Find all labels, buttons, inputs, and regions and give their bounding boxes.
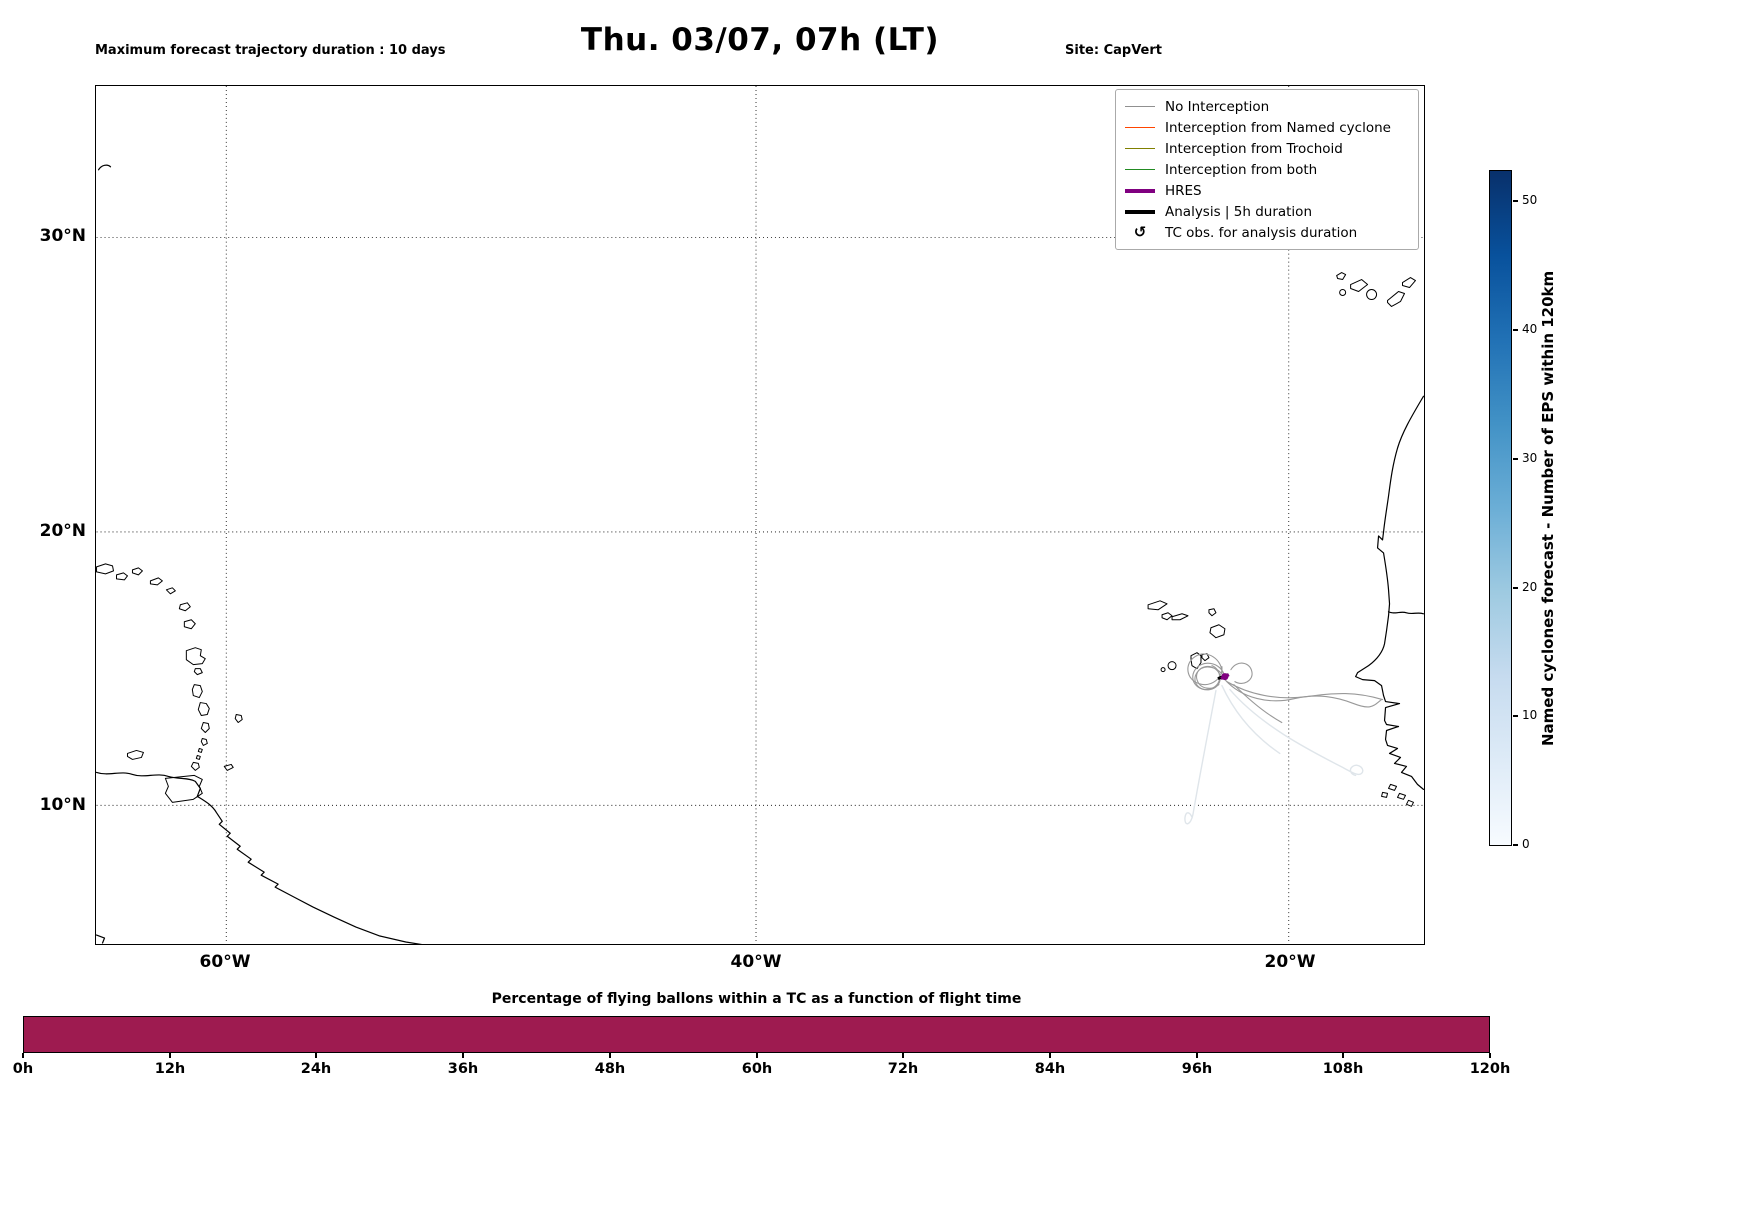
lat-tick-label: 20°N <box>39 521 86 541</box>
colorbar-tick-label: 40 <box>1522 322 1538 336</box>
map-canvas <box>96 86 1424 944</box>
legend-label: Analysis | 5h duration <box>1165 203 1312 220</box>
cyclone-icon: ↺ <box>1133 223 1147 241</box>
time-tick-label: 120h <box>1469 1061 1511 1077</box>
legend-item-tc-obs: ↺ TC obs. for analysis duration <box>1125 222 1409 243</box>
colorbar-tick-label: 0 <box>1522 837 1530 851</box>
lat-tick-label: 30°N <box>39 226 86 246</box>
black-line-icon <box>1125 209 1155 214</box>
tick-mark <box>1513 200 1518 202</box>
legend-item-analysis: Analysis | 5h duration <box>1125 201 1409 222</box>
colorbar: 0 10 20 30 40 50 <box>1489 170 1537 851</box>
time-tick-label: 36h <box>447 1061 479 1077</box>
legend-item-trochoid: Interception from Trochoid <box>1125 138 1409 159</box>
legend-label: Interception from Named cyclone <box>1165 119 1391 136</box>
time-tick-label: 24h <box>300 1061 332 1077</box>
legend-label: TC obs. for analysis duration <box>1165 224 1358 241</box>
time-tick-label: 48h <box>594 1061 626 1077</box>
time-tick-label: 108h <box>1322 1061 1364 1077</box>
time-tick-label: 84h <box>1034 1061 1066 1077</box>
balloon-trajectories <box>1187 653 1384 724</box>
time-tick-label: 12h <box>154 1061 186 1077</box>
colorbar-tick-label: 50 <box>1522 193 1538 207</box>
legend-item-hres: HRES <box>1125 180 1409 201</box>
legend-label: Interception from both <box>1165 161 1318 178</box>
gray-line-icon <box>1125 105 1155 108</box>
hres-marker <box>1221 673 1229 681</box>
map-panel: No Interception Interception from Named … <box>95 85 1425 945</box>
legend-label: Interception from Trochoid <box>1165 140 1343 157</box>
colorbar-tick-label: 20 <box>1522 580 1538 594</box>
colorbar-axis-label: Named cyclones forecast - Number of EPS … <box>1539 270 1557 746</box>
orange-line-icon <box>1125 126 1155 129</box>
colorbar-gradient <box>1490 171 1511 845</box>
lat-tick-label: 10°N <box>39 795 86 815</box>
lon-tick-label: 40°W <box>730 952 782 972</box>
tick-mark <box>1513 844 1518 846</box>
tick-mark <box>1513 458 1518 460</box>
colorbar-tick-label: 30 <box>1522 451 1538 465</box>
time-tick-label: 96h <box>1181 1061 1213 1077</box>
colorbar-tick-label: 10 <box>1522 708 1538 722</box>
olive-line-icon <box>1125 147 1155 150</box>
tick-mark <box>1513 715 1518 717</box>
bottom-chart-title: Percentage of flying ballons within a TC… <box>491 991 1022 1007</box>
info-line: Site: CapVert <box>1065 43 1162 58</box>
legend-label: No Interception <box>1165 98 1270 115</box>
lon-tick-label: 60°W <box>199 952 251 972</box>
tick-mark <box>1513 587 1518 589</box>
legend-label: HRES <box>1165 182 1202 199</box>
map-legend: No Interception Interception from Named … <box>1115 89 1419 250</box>
coastlines <box>96 164 1424 944</box>
legend-item-named-cyclone: Interception from Named cyclone <box>1125 117 1409 138</box>
legend-item-both: Interception from both <box>1125 159 1409 180</box>
tick-mark <box>1513 329 1518 331</box>
time-tick-label: 72h <box>887 1061 919 1077</box>
param-line: Maximum forecast trajectory duration : 1… <box>95 43 446 58</box>
time-tick-label: 0h <box>12 1061 34 1077</box>
figure-title: Thu. 03/07, 07h (LT) <box>580 22 940 58</box>
percentage-bar <box>23 1016 1490 1053</box>
tc-tracks <box>1184 684 1364 825</box>
green-line-icon <box>1125 168 1155 171</box>
time-tick-label: 60h <box>741 1061 773 1077</box>
purple-line-icon <box>1125 188 1155 193</box>
legend-item-no-interception: No Interception <box>1125 96 1409 117</box>
lon-tick-label: 20°W <box>1264 952 1316 972</box>
